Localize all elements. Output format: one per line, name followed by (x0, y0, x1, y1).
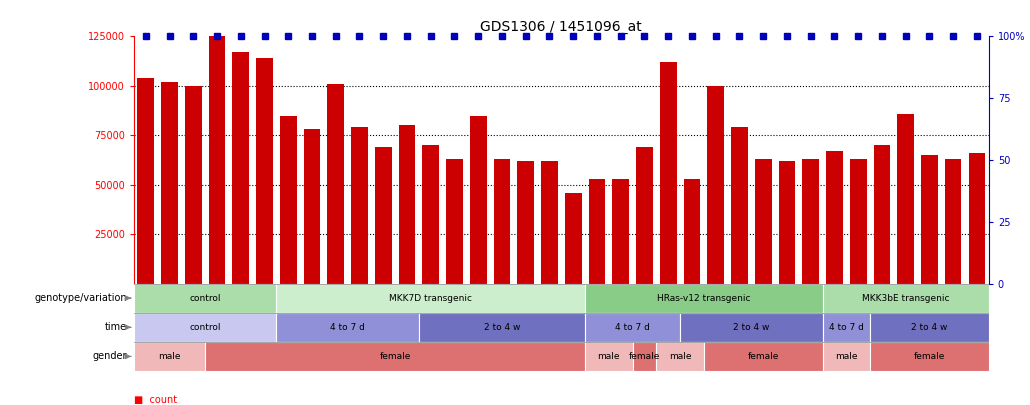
Bar (656, 342, 703, 371)
Bar (680, 313, 823, 342)
Bar (134, 313, 276, 342)
Bar (731, 127, 748, 284)
Bar (968, 153, 986, 284)
Text: MKK3bE transgenic: MKK3bE transgenic (862, 294, 950, 303)
Bar (897, 113, 914, 284)
Text: 2 to 4 w: 2 to 4 w (912, 323, 948, 332)
Bar (755, 159, 771, 284)
Bar (328, 84, 344, 284)
Bar (419, 313, 585, 342)
Bar (134, 284, 276, 313)
Bar (632, 342, 656, 371)
Bar (493, 159, 510, 284)
Text: ■  count: ■ count (134, 395, 177, 405)
Bar (585, 284, 823, 313)
Title: GDS1306 / 1451096_at: GDS1306 / 1451096_at (480, 20, 643, 34)
Bar (564, 193, 582, 284)
Bar (137, 78, 154, 284)
Bar (870, 342, 989, 371)
Bar (850, 159, 866, 284)
Bar (399, 126, 415, 284)
Bar (375, 147, 391, 284)
Bar (613, 179, 629, 284)
Bar (802, 159, 819, 284)
Text: 4 to 7 d: 4 to 7 d (829, 323, 864, 332)
Text: female: female (628, 352, 660, 361)
Bar (589, 179, 606, 284)
Text: time: time (105, 322, 127, 332)
Bar (446, 159, 462, 284)
Text: genotype/variation: genotype/variation (34, 293, 127, 303)
Bar (823, 342, 870, 371)
Bar (280, 115, 297, 284)
Bar (660, 62, 677, 283)
Bar (823, 313, 870, 342)
Bar (870, 313, 989, 342)
Bar (637, 147, 653, 284)
Bar (205, 342, 585, 371)
Text: 4 to 7 d: 4 to 7 d (615, 323, 650, 332)
Bar (684, 179, 700, 284)
Text: HRas-v12 transgenic: HRas-v12 transgenic (657, 294, 751, 303)
Text: male: male (159, 352, 181, 361)
Text: 2 to 4 w: 2 to 4 w (733, 323, 769, 332)
Text: female: female (914, 352, 946, 361)
Bar (585, 313, 680, 342)
Bar (826, 151, 843, 284)
Bar (209, 36, 226, 284)
Bar (921, 155, 937, 284)
Text: male: male (597, 352, 620, 361)
Bar (541, 161, 558, 284)
Bar (185, 86, 202, 284)
Bar (873, 145, 890, 284)
Bar (276, 313, 419, 342)
Text: male: male (668, 352, 691, 361)
Bar (823, 284, 989, 313)
Bar (703, 342, 823, 371)
Bar (304, 129, 320, 284)
Bar (945, 159, 961, 284)
Bar (585, 342, 632, 371)
Text: female: female (748, 352, 779, 361)
Bar (517, 161, 534, 284)
Bar (351, 127, 368, 284)
Bar (422, 145, 439, 284)
Bar (233, 52, 249, 284)
Bar (162, 82, 178, 284)
Text: control: control (190, 323, 220, 332)
Bar (256, 58, 273, 284)
Text: 4 to 7 d: 4 to 7 d (331, 323, 365, 332)
Text: control: control (190, 294, 220, 303)
Bar (276, 284, 585, 313)
Bar (708, 86, 724, 284)
Bar (470, 115, 486, 284)
Text: MKK7D transgenic: MKK7D transgenic (389, 294, 472, 303)
Text: gender: gender (93, 352, 127, 361)
Text: male: male (835, 352, 858, 361)
Text: female: female (379, 352, 411, 361)
Bar (779, 161, 795, 284)
Bar (134, 342, 205, 371)
Text: 2 to 4 w: 2 to 4 w (484, 323, 520, 332)
